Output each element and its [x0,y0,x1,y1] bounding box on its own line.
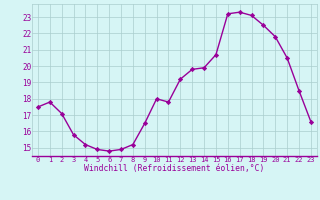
X-axis label: Windchill (Refroidissement éolien,°C): Windchill (Refroidissement éolien,°C) [84,164,265,173]
